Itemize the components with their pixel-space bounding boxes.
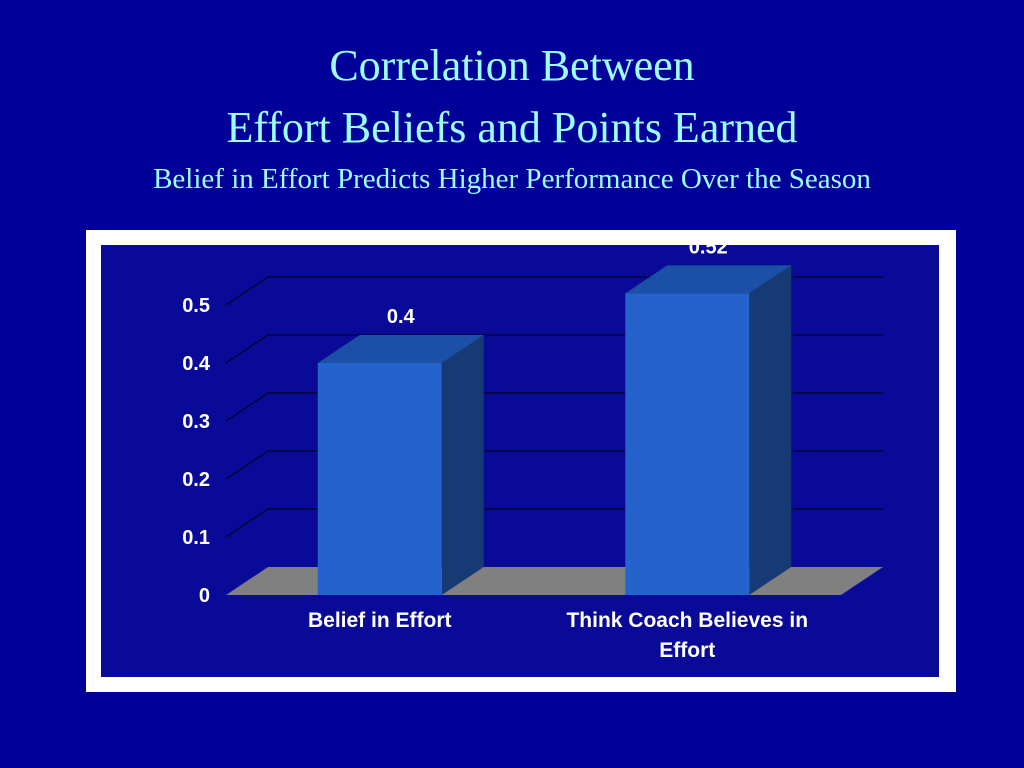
bar-side — [749, 265, 792, 595]
y-tick-label: 0.4 — [182, 353, 211, 375]
category-label: Think Coach Believes in — [566, 609, 808, 632]
gridline-diagonal — [225, 450, 269, 480]
slide-title-line-2: Effort Beliefs and Points Earned — [226, 103, 798, 152]
y-tick-label: 0.5 — [182, 295, 210, 317]
gridline-diagonal — [225, 392, 269, 422]
data-label: 0.4 — [387, 306, 416, 328]
gridline-diagonal — [225, 276, 269, 306]
chart-frame: 0 0.1 0.2 0.3 0.4 0.5 0.4 0.52 Belief in Effor… — [86, 230, 956, 692]
slide-subtitle: Belief in Effort Predicts Higher Perform… — [153, 163, 871, 195]
bar — [625, 293, 750, 595]
category-label: Belief in Effort — [308, 609, 452, 632]
bar — [317, 363, 442, 595]
y-tick-label: 0.1 — [182, 527, 210, 549]
data-labels: 0.4 0.52 — [387, 236, 728, 328]
bars — [317, 265, 792, 595]
gridline-diagonal — [225, 508, 269, 538]
slide-title-line-1: Correlation Between — [329, 41, 695, 90]
gridline-diagonal — [225, 334, 269, 364]
y-axis-ticks: 0 0.1 0.2 0.3 0.4 0.5 — [182, 295, 211, 607]
y-tick-label: 0 — [199, 585, 210, 607]
bar-chart: 0 0.1 0.2 0.3 0.4 0.5 0.4 0.52 Belief in Effor… — [101, 236, 939, 677]
bar-top — [317, 335, 484, 363]
bar-side — [441, 335, 484, 595]
category-label: Effort — [659, 639, 715, 662]
bar-top — [625, 265, 792, 294]
y-tick-label: 0.3 — [182, 411, 210, 433]
category-labels: Belief in Effort Think Coach Believes in E… — [308, 609, 808, 662]
y-tick-label: 0.2 — [182, 469, 210, 491]
plot-background — [101, 245, 939, 677]
data-label: 0.52 — [689, 236, 728, 258]
